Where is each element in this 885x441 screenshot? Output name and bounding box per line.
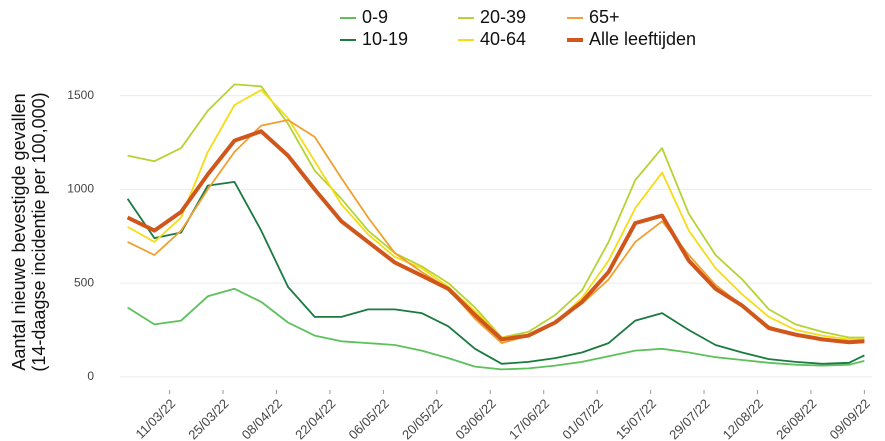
legend-item: 0-9: [340, 7, 388, 27]
x-tick-label: 01/07/22: [559, 396, 605, 441]
y-tick-label: 1500: [67, 88, 94, 102]
x-tick-label: 12/08/22: [720, 396, 766, 441]
x-tick-label: 20/05/22: [399, 396, 445, 441]
legend-label: 65+: [589, 7, 620, 27]
legend-label: 0-9: [362, 7, 388, 27]
y-label: Aantal nieuwe bevestigde gevallen (14-da…: [9, 92, 49, 371]
series-line: [126, 129, 865, 345]
y-tick-label: 500: [74, 275, 94, 289]
legend-label: 10-19: [362, 29, 408, 49]
legend-label: 20-39: [480, 7, 526, 27]
x-tick-label: 08/04/22: [239, 396, 285, 441]
x-tick-label: 06/05/22: [346, 396, 392, 441]
series-line: [126, 181, 865, 365]
y-label-line: (14-daagse incidentie per 100,000): [29, 92, 49, 371]
x-tick-label: 09/09/22: [827, 396, 873, 441]
series-line: [127, 89, 865, 341]
x-tick-label: 25/03/22: [185, 396, 231, 441]
x-tick-label: 17/06/22: [506, 396, 552, 441]
legend-item: 65+: [567, 7, 620, 27]
legend-item: 40-64: [458, 29, 526, 49]
series-line: [127, 287, 865, 371]
legend-label: Alle leeftijden: [589, 29, 696, 49]
x-tick-label: 29/07/22: [666, 396, 712, 441]
x-tick-label: 03/06/22: [452, 396, 498, 441]
x-tick-label: 26/08/22: [773, 396, 819, 441]
legend-item: Alle leeftijden: [567, 29, 696, 49]
legend-item: 10-19: [340, 29, 408, 49]
legend-label: 40-64: [480, 29, 526, 49]
series-line: [127, 83, 865, 339]
y-tick-label: 0: [87, 369, 94, 383]
x-tick-label: 15/07/22: [613, 396, 659, 441]
legend-item: 20-39: [458, 7, 526, 27]
y-label-line: Aantal nieuwe bevestigde gevallen: [9, 93, 29, 370]
x-tick-label: 22/04/22: [292, 396, 338, 441]
x-tick-label: 11/03/22: [132, 396, 178, 441]
y-tick-label: 1000: [67, 182, 94, 196]
series-line: [127, 119, 865, 344]
